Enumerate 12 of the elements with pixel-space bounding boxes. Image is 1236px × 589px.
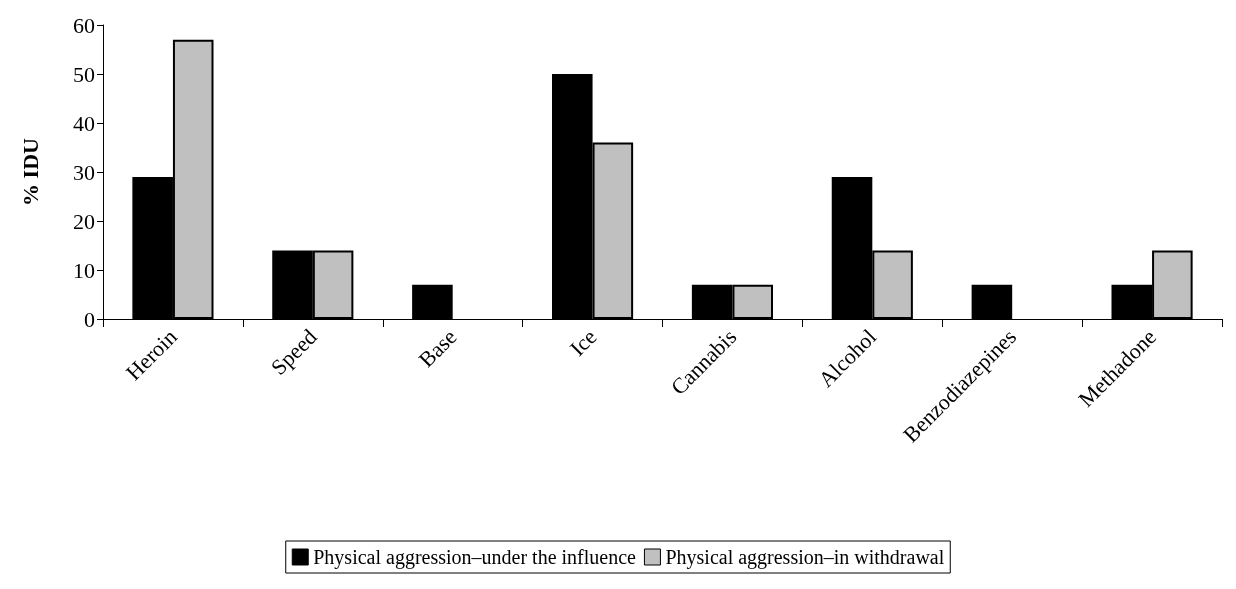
y-tick-label: 0	[84, 306, 95, 332]
y-tick-label: 60	[73, 12, 95, 38]
y-tick-label: 40	[73, 110, 95, 136]
y-axis-title: % IDU	[17, 137, 43, 206]
y-tick-label: 30	[73, 159, 95, 185]
y-tick-label: 20	[73, 208, 95, 234]
x-tick-label: Ice	[564, 324, 602, 361]
y-tick-label: 10	[73, 257, 95, 283]
x-tick-label: Base	[413, 324, 462, 373]
y-tick-label: 50	[73, 61, 95, 87]
legend-label: Physical aggression–in withdrawal	[665, 546, 945, 569]
legend-label: Physical aggression–under the influence	[313, 546, 637, 569]
